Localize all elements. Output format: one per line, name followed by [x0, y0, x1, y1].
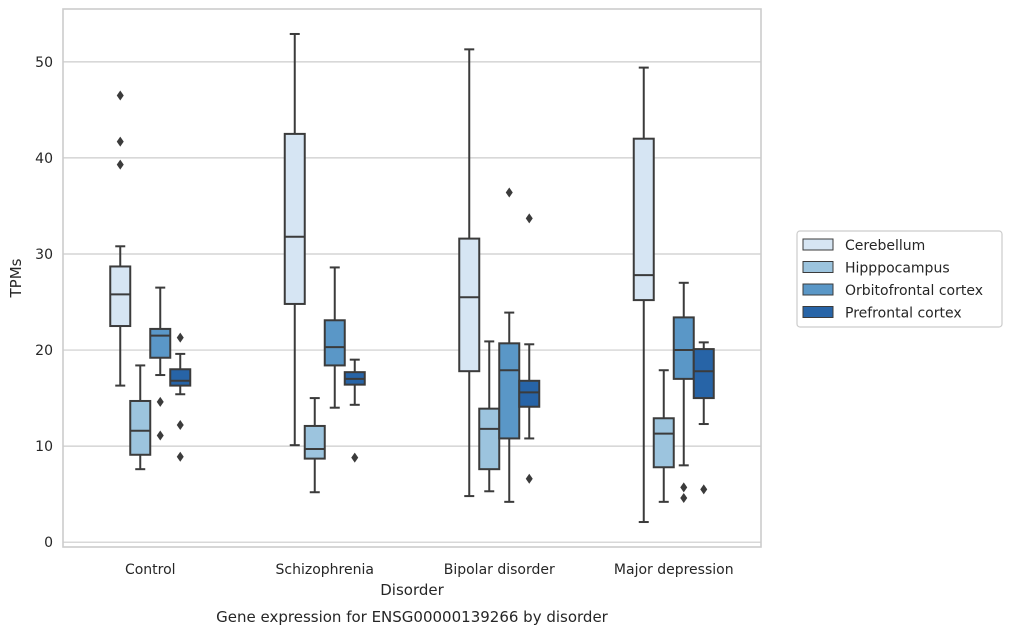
- outlier-point: [116, 159, 124, 170]
- outlier-point: [525, 473, 533, 484]
- outlier-point: [156, 430, 164, 441]
- x-tick-label: Schizophrenia: [276, 562, 374, 578]
- box-hipppocampus: [478, 340, 501, 493]
- outlier-point: [116, 136, 124, 147]
- legend: Cerebellum Hipppocampus Orbitofrontal cort…: [796, 230, 1003, 328]
- box-iqr: [303, 424, 326, 460]
- box-cerebellum: [283, 32, 306, 447]
- chart-caption: Gene expression for ENSG00000139266 by d…: [216, 608, 609, 626]
- outlier-point: [700, 484, 708, 495]
- box-prefrontal-cortex: [692, 341, 715, 495]
- outlier-point: [505, 187, 513, 198]
- outlier-point: [525, 213, 533, 224]
- box-iqr: [652, 417, 675, 469]
- box-iqr: [129, 399, 152, 456]
- y-tick-label: 10: [35, 439, 53, 455]
- x-axis-label: Disorder: [380, 581, 444, 599]
- legend-swatch: [802, 306, 834, 318]
- y-tick-label: 20: [35, 343, 53, 359]
- box-hipppocampus: [129, 364, 152, 471]
- box-prefrontal-cortex: [343, 358, 366, 463]
- box-iqr: [283, 132, 306, 305]
- box-iqr: [498, 342, 521, 440]
- outlier-point: [351, 452, 359, 463]
- y-axis-label: TPMs: [7, 258, 25, 298]
- legend-swatch: [802, 261, 834, 273]
- legend-label: Orbitofrontal cortex: [845, 283, 983, 299]
- outlier-point: [176, 419, 184, 430]
- outlier-point: [680, 493, 688, 504]
- box-iqr: [478, 407, 501, 471]
- legend-label: Cerebellum: [845, 238, 925, 254]
- box-iqr: [109, 265, 132, 328]
- y-tick-label: 40: [35, 151, 53, 167]
- legend-label: Prefrontal cortex: [845, 306, 962, 322]
- box-cerebellum: [632, 66, 655, 524]
- box-iqr: [169, 368, 192, 387]
- outlier-point: [116, 90, 124, 101]
- box-prefrontal-cortex: [518, 213, 541, 484]
- outlier-point: [680, 482, 688, 493]
- box-iqr: [458, 237, 481, 373]
- x-tick-label: Major depression: [614, 562, 734, 578]
- box-orbitofrontal-cortex: [323, 266, 346, 409]
- box-prefrontal-cortex: [169, 332, 192, 462]
- outlier-point: [176, 332, 184, 343]
- outlier-point: [176, 451, 184, 462]
- box-orbitofrontal-cortex: [149, 286, 172, 441]
- x-tick-label: Control: [125, 562, 176, 578]
- box-iqr: [323, 319, 346, 367]
- box-iqr: [672, 316, 695, 380]
- x-tick-label: Bipolar disorder: [444, 562, 555, 578]
- box-orbitofrontal-cortex: [672, 281, 695, 504]
- y-tick-label: 0: [44, 535, 53, 551]
- box-iqr: [632, 137, 655, 302]
- box-orbitofrontal-cortex: [498, 187, 521, 503]
- box-hipppocampus: [303, 397, 326, 494]
- y-tick-label: 50: [35, 55, 53, 71]
- box-iqr: [518, 379, 541, 408]
- legend-label: Hipppocampus: [845, 261, 950, 277]
- y-tick-label: 30: [35, 247, 53, 263]
- box-cerebellum: [458, 48, 481, 498]
- outlier-point: [156, 396, 164, 407]
- box-series: [109, 32, 715, 524]
- x-axis-ticks: Control Schizophrenia Bipolar disorder Majo…: [125, 562, 734, 578]
- box-iqr: [149, 327, 172, 359]
- box-cerebellum: [109, 90, 132, 387]
- legend-swatch: [802, 238, 834, 251]
- box-iqr: [692, 348, 715, 400]
- y-axis-ticks: 0 10 20 30 40 50: [35, 55, 53, 551]
- box-hipppocampus: [652, 369, 675, 503]
- legend-swatch: [802, 283, 834, 296]
- legend-frame: [796, 230, 1003, 328]
